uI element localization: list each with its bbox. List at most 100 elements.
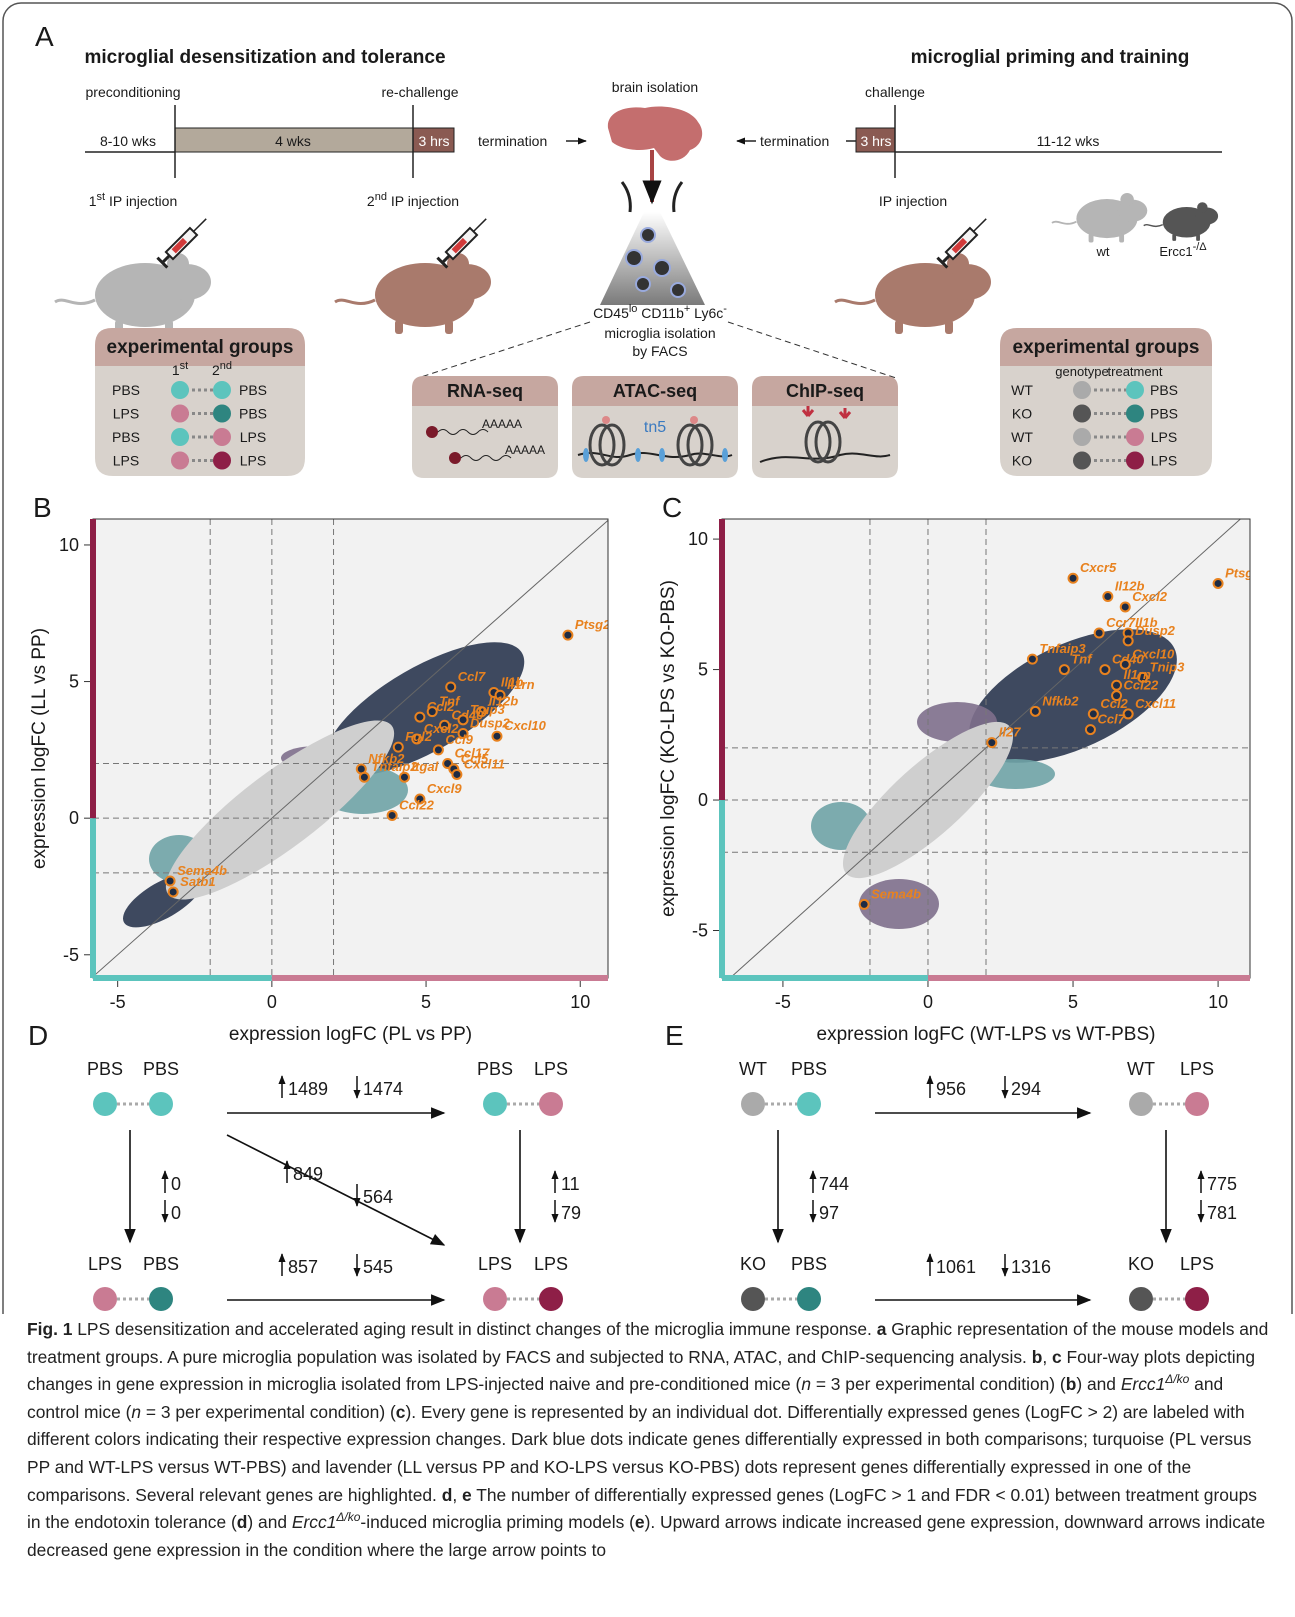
facs-label: by FACS: [632, 343, 687, 359]
panel-a-graphics: [55, 105, 1222, 478]
y-tick-label: 5: [69, 672, 79, 692]
node-label: LPS: [478, 1254, 512, 1274]
group-dot: [213, 452, 231, 470]
group-column: treatment: [1108, 364, 1163, 379]
gene-label: Satb1: [180, 874, 215, 889]
axis-bar: [93, 975, 272, 981]
gene-point: [1100, 665, 1109, 674]
count-down: 781: [1207, 1203, 1237, 1223]
caption-run: = 3 per experimental condition) (: [141, 1402, 396, 1422]
gene-label: Sema4b: [871, 886, 921, 901]
decoration: [635, 448, 641, 462]
count-down: 0: [171, 1203, 181, 1223]
x-tick-label: 10: [570, 992, 590, 1012]
node-dot: [1185, 1287, 1209, 1311]
group-dot: [1126, 405, 1144, 423]
gene-label: Cxcl9: [427, 781, 462, 796]
group-column: genotype: [1055, 364, 1109, 379]
text-part: nd: [220, 360, 232, 372]
caption-run: d: [237, 1512, 248, 1532]
gene-label: Il27: [999, 725, 1021, 740]
node-dot: [539, 1287, 563, 1311]
facs-label: CD45lo CD11b+ Ly6c-: [593, 303, 727, 321]
group-row-label: WT: [1011, 429, 1033, 445]
gene-point: [1069, 574, 1078, 583]
decoration: [583, 448, 589, 462]
text-part: Ly6c: [690, 305, 723, 321]
text-part: 2: [367, 193, 375, 209]
group-title: experimental groups: [1013, 337, 1200, 358]
caption-run: d: [442, 1485, 453, 1505]
y-tick-label: -5: [63, 945, 79, 965]
group-dot: [1126, 428, 1144, 446]
node-dot: [93, 1092, 117, 1116]
text-part: -: [723, 303, 727, 315]
gene-point: [1086, 725, 1095, 734]
group-dot: [213, 405, 231, 423]
group-row-label: LPS: [1151, 429, 1177, 445]
x-tick-label: -5: [110, 992, 126, 1012]
gene-label: Cxcr5: [1080, 560, 1117, 575]
node-dot: [149, 1287, 173, 1311]
node-dot: [741, 1092, 765, 1116]
count-down: 97: [819, 1203, 839, 1223]
decoration: [728, 322, 896, 378]
decoration: [671, 283, 685, 297]
caption-run: = 3 per experimental condition) (: [811, 1374, 1066, 1394]
decoration: [418, 322, 590, 378]
text-part: CD11b: [637, 305, 684, 321]
group-dot: [1073, 405, 1091, 423]
assay-title: RNA-seq: [447, 381, 523, 401]
gene-label: Cxcl11: [1135, 696, 1176, 711]
gene-label: Tnf: [1071, 652, 1093, 667]
axis-bar: [719, 519, 725, 800]
gene-point: [1060, 665, 1069, 674]
count-down: 564: [363, 1187, 393, 1207]
caption-run: c: [396, 1402, 406, 1422]
node-label: LPS: [1180, 1254, 1214, 1274]
group-row-label: LPS: [113, 406, 139, 422]
assay-title: ATAC-seq: [613, 381, 697, 401]
gene-label: Cxcl2: [1132, 589, 1167, 604]
group-dot: [1073, 428, 1091, 446]
x-tick-label: -5: [775, 992, 791, 1012]
decoration: [602, 416, 610, 424]
group-dot: [1126, 381, 1144, 399]
decoration: [1052, 193, 1147, 243]
node-label: PBS: [143, 1254, 179, 1274]
y-axis-label: expression logFC (KO-LPS vs KO-PBS): [658, 580, 679, 917]
gene-point: [1112, 681, 1121, 690]
polya: AAAAA: [505, 443, 545, 457]
count-down: 294: [1011, 1079, 1041, 1099]
node-label: LPS: [534, 1059, 568, 1079]
timeline-duration: 8-10 wks: [100, 133, 156, 149]
group-dot: [171, 381, 189, 399]
decoration: [55, 253, 211, 334]
node-label: WT: [1127, 1059, 1155, 1079]
decoration: [654, 260, 670, 276]
count-down: 79: [561, 1203, 581, 1223]
assay-title: ChIP-seq: [786, 381, 864, 401]
timeline-label: termination: [478, 133, 547, 149]
count-down: 1474: [363, 1079, 403, 1099]
caption-run: Ercc1: [292, 1512, 336, 1532]
gene-label: Ptsg2: [575, 617, 611, 632]
panel-label: B: [33, 492, 52, 523]
decoration: [335, 253, 491, 334]
text-part: nd: [375, 191, 387, 203]
gene-point: [1124, 636, 1133, 645]
axis-bar: [90, 519, 96, 818]
caption-run: a: [877, 1319, 887, 1339]
caption-run: Δ/ko: [1165, 1372, 1189, 1386]
gene-label: Ccl7: [458, 669, 486, 684]
x-axis-label: expression logFC (WT-LPS vs WT-PBS): [817, 1024, 1156, 1045]
decoration: [641, 228, 655, 242]
gene-point: [1121, 602, 1130, 611]
caption-run: Δ/ko: [336, 1510, 360, 1524]
count-down: 1316: [1011, 1257, 1051, 1277]
count-up: 849: [293, 1164, 323, 1184]
gene-label: Ccl7: [1097, 712, 1125, 727]
count-down: 545: [363, 1257, 393, 1277]
count-up: 956: [936, 1079, 966, 1099]
group-row-label: PBS: [239, 406, 267, 422]
